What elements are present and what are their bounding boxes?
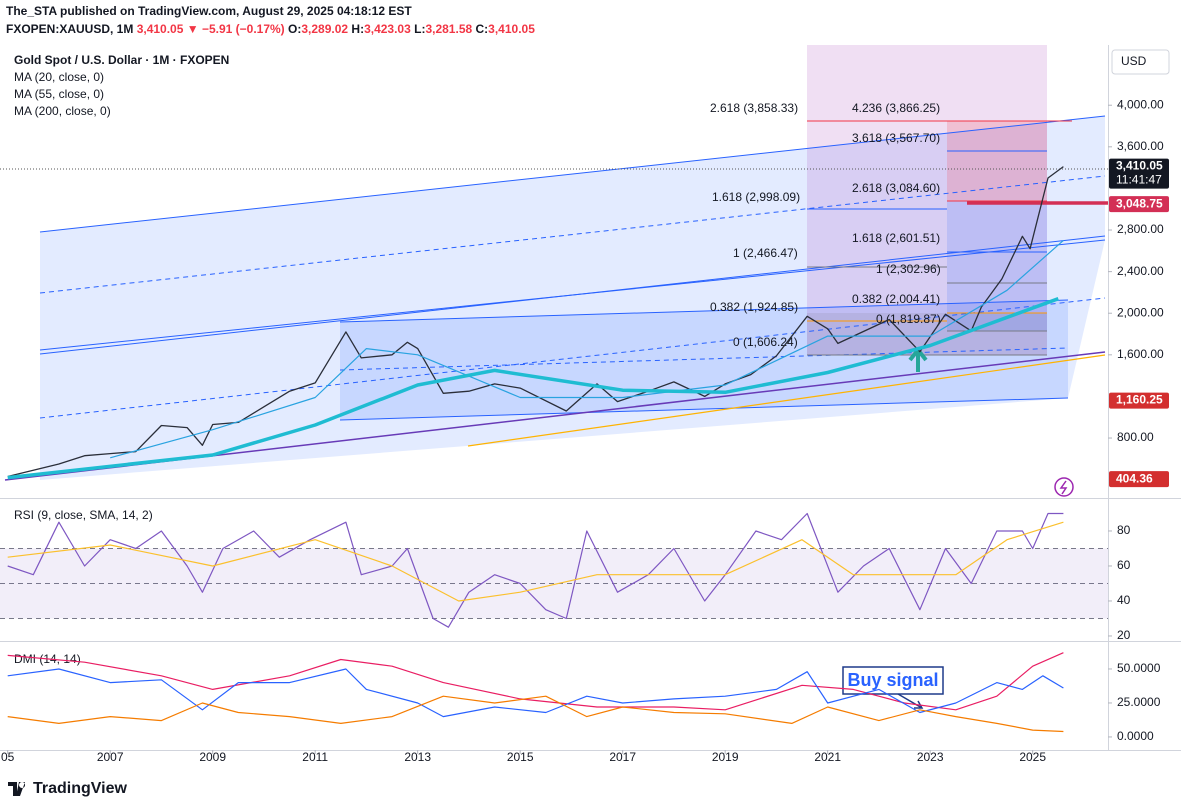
alert-icon [1054, 477, 1074, 497]
level-band [0, 548, 1108, 619]
y-tick-label: 4,000.00 [1117, 97, 1164, 111]
y-tick-label: 25.0000 [1117, 695, 1161, 709]
y-tick-label: 80 [1117, 523, 1131, 537]
annotation-text: Buy signal [847, 670, 938, 690]
y-tick-label: 40 [1117, 593, 1131, 607]
legend-item: MA (200, close, 0) [14, 104, 111, 118]
fib-label: 0 (1,606.24) [733, 335, 798, 349]
time-zone [807, 45, 1047, 355]
fib-label: 0.382 (2,004.41) [852, 292, 940, 306]
price-label: 3,410.05 [1116, 159, 1163, 173]
inner-box [340, 300, 1068, 420]
series-line [7, 521, 1064, 602]
trend-line [467, 354, 1106, 447]
quote-part: 3,281.58 [425, 22, 472, 36]
annotation-box [842, 666, 944, 695]
series-line [7, 695, 1064, 733]
legend-item: MA (55, close, 0) [14, 87, 104, 101]
y-tick-label: 50.0000 [1117, 661, 1161, 675]
y-tick-label: 0.0000 [1117, 729, 1154, 743]
x-tick-label: 2013 [404, 750, 431, 764]
x-tick-label: 2015 [507, 750, 534, 764]
x-tick-label: 05 [1, 750, 15, 764]
price-label-box [1109, 392, 1169, 409]
series-line [7, 652, 1064, 711]
alert-icon-bolt [1059, 480, 1068, 495]
currency[interactable]: USD [1121, 54, 1147, 68]
box-edge [339, 397, 1069, 421]
series-line [7, 297, 1059, 480]
y-tick-label: 2,000.00 [1117, 305, 1164, 319]
y-tick-label: 2,800.00 [1117, 222, 1164, 236]
y-tick-label: 20 [1117, 628, 1131, 642]
rsi-title: RSI (9, close, SMA, 14, 2) [14, 508, 153, 522]
box-edge [339, 299, 1069, 323]
quote-part: 3,410.05 ▼ −5.91 (−0.17%) [137, 22, 285, 36]
y-tick-label: 800.00 [1117, 430, 1154, 444]
quote-part: O: [285, 22, 302, 36]
x-tick-label: 2021 [814, 750, 841, 764]
fib-label: 0 (1,819.87) [876, 312, 941, 326]
fib-zone [947, 201, 1047, 331]
x-tick-label: 2025 [1019, 750, 1046, 764]
quote-part: 3,410.05 [488, 22, 535, 36]
x-tick-label: 2023 [917, 750, 944, 764]
price-label-box [1109, 196, 1169, 213]
fib-label: 2.618 (3,084.60) [852, 181, 940, 195]
y-tick-label: 3,600.00 [1117, 139, 1164, 153]
series-line [7, 668, 1064, 718]
fib-zone [947, 121, 1047, 201]
price-label-box [1109, 471, 1169, 488]
quote-part: H: [348, 22, 364, 36]
price-label: 1,160.25 [1116, 393, 1163, 407]
drawings [0, 45, 1108, 497]
fib-lines [807, 120, 1072, 356]
series-line [110, 239, 1064, 459]
price-label: 404.36 [1116, 471, 1153, 485]
fib-label: 1 (2,302.96) [876, 262, 941, 276]
x-tick-label: 2009 [199, 750, 226, 764]
y-tick-label: 1,600.00 [1117, 347, 1164, 361]
y-tick-label: 2,400.00 [1117, 264, 1164, 278]
trend-line [39, 115, 1106, 233]
annotation-arrow [897, 693, 924, 709]
x-tick-label: 2017 [609, 750, 636, 764]
quote-part: FXOPEN:XAUUSD, 1M [6, 22, 137, 36]
box-median [339, 347, 1069, 371]
series-line [7, 512, 1064, 628]
price-label-box [1109, 158, 1169, 189]
x-tick-label: 2011 [302, 750, 328, 764]
y-tick-label: 60 [1117, 558, 1131, 572]
fib-label: 3.618 (3,567.70) [852, 131, 940, 145]
fib-label: 0.382 (1,924.85) [710, 300, 798, 314]
fib-label: 1.618 (2,998.09) [712, 190, 800, 204]
trend-line [39, 239, 1106, 351]
dashed-median [39, 297, 1106, 419]
brand: TradingView [33, 780, 128, 797]
quote-part: C: [472, 22, 488, 36]
channel-lower [40, 240, 1105, 480]
x-tick-label: 2019 [712, 750, 739, 764]
byline: The_STA published on TradingView.com, Au… [6, 4, 412, 18]
fib-label: 2.618 (3,858.33) [710, 101, 798, 115]
brand-logo [8, 782, 26, 796]
fib-label: 1.618 (2,601.51) [852, 231, 940, 245]
quote-part: L: [411, 22, 426, 36]
x-tick-label: 2007 [97, 750, 124, 764]
fib-label: 1 (2,466.47) [733, 246, 798, 260]
legend-item: MA (20, close, 0) [14, 70, 104, 84]
fib-label: 4.236 (3,866.25) [852, 101, 940, 115]
countdown: 11:41:47 [1116, 173, 1162, 187]
currency-button[interactable] [1111, 49, 1170, 75]
series-line [7, 166, 1064, 478]
price-label: 3,048.75 [1116, 196, 1163, 210]
dashed-median [39, 175, 1106, 294]
symbol-title: Gold Spot / U.S. Dollar · 1M · FXOPEN [14, 53, 229, 67]
quote-line: FXOPEN:XAUUSD, 1M 3,410.05 ▼ −5.91 (−0.1… [6, 22, 535, 36]
quote-part: 3,289.02 [301, 22, 348, 36]
quote-part: 3,423.03 [364, 22, 411, 36]
